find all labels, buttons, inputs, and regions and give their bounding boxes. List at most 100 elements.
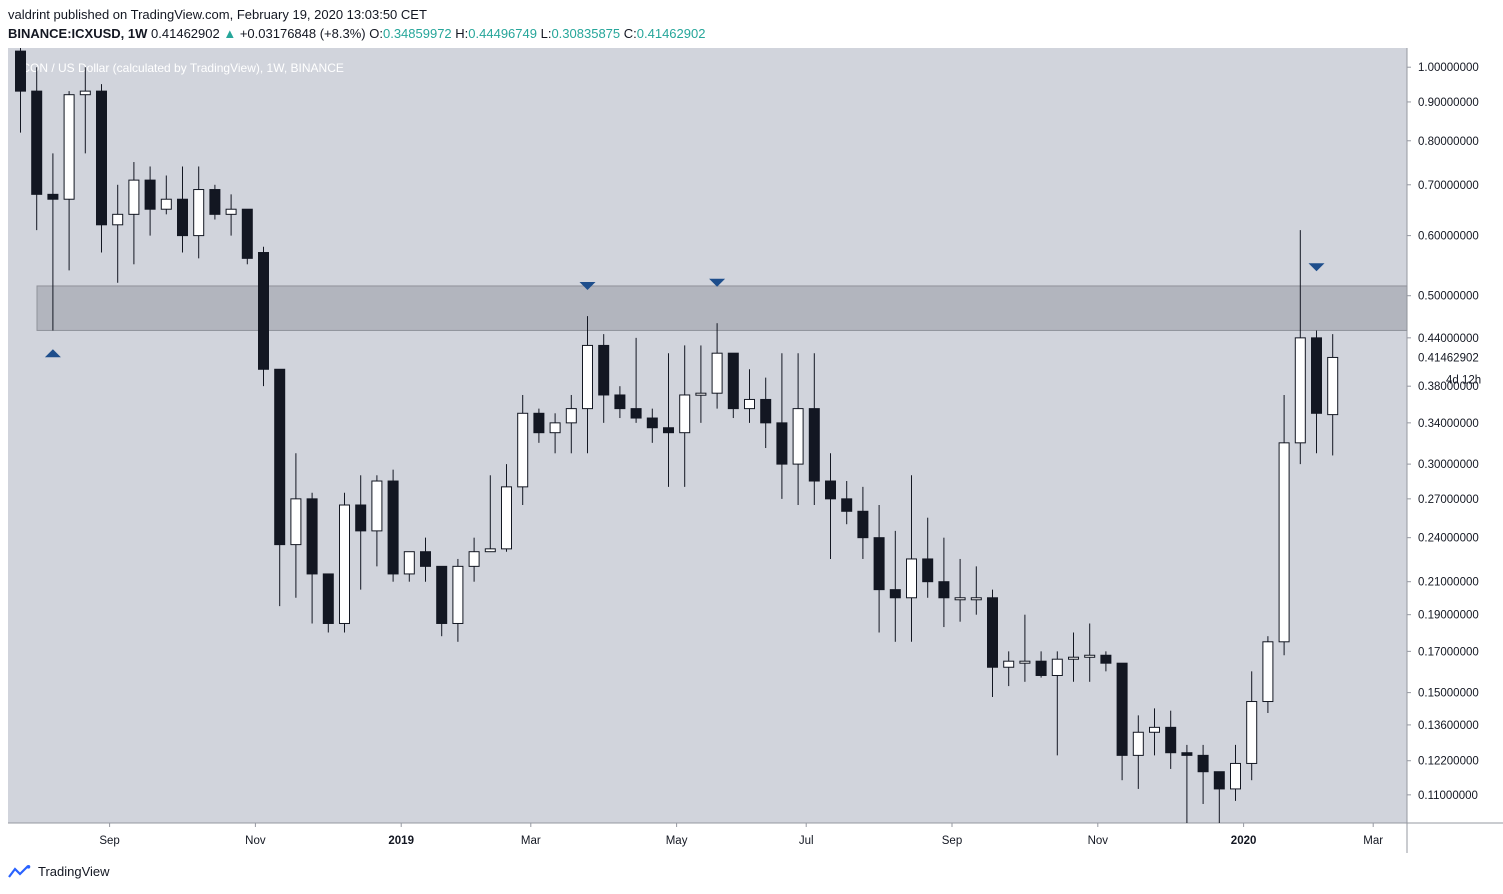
candle[interactable] <box>1100 651 1112 672</box>
candle[interactable] <box>1262 636 1274 714</box>
price-axis[interactable] <box>1407 48 1503 823</box>
candle-body <box>274 368 286 546</box>
close-label: C: <box>623 26 637 41</box>
candle[interactable] <box>987 589 998 698</box>
candle[interactable] <box>873 505 885 633</box>
candle[interactable] <box>906 475 917 642</box>
candle[interactable] <box>1230 744 1241 801</box>
candle[interactable] <box>403 551 415 582</box>
candle[interactable] <box>1246 671 1258 781</box>
candle[interactable] <box>160 175 172 215</box>
candle[interactable] <box>274 368 286 607</box>
candle[interactable] <box>663 353 674 487</box>
symbol[interactable]: BINANCE:ICXUSD, 1W <box>8 26 148 41</box>
candle[interactable] <box>679 345 691 487</box>
candle[interactable] <box>1327 334 1339 456</box>
candle[interactable] <box>452 558 464 642</box>
candle[interactable] <box>922 517 934 598</box>
candle[interactable] <box>371 475 383 567</box>
candle[interactable] <box>144 166 156 236</box>
candle[interactable] <box>889 530 901 642</box>
candle[interactable] <box>484 475 496 553</box>
candle[interactable] <box>241 208 253 265</box>
candle[interactable] <box>1294 230 1306 465</box>
low-value: 0.30835875 <box>551 26 621 41</box>
plot-area[interactable] <box>8 48 1407 823</box>
candle[interactable] <box>1035 651 1047 678</box>
candle-body <box>96 90 107 226</box>
candle[interactable] <box>468 537 480 582</box>
candle[interactable] <box>841 481 853 525</box>
candle[interactable] <box>128 162 140 265</box>
candle[interactable] <box>646 408 658 443</box>
candle[interactable] <box>1149 708 1160 756</box>
candle[interactable] <box>1084 623 1096 682</box>
candle[interactable] <box>1165 710 1177 769</box>
candle[interactable] <box>193 166 205 259</box>
price-tick-label: 0.80000000 <box>1418 136 1479 148</box>
candle[interactable] <box>1311 330 1322 454</box>
candle[interactable] <box>177 166 188 253</box>
price-tick-label: 0.34000000 <box>1418 418 1479 430</box>
candle[interactable] <box>970 566 982 615</box>
candle[interactable] <box>533 408 545 443</box>
candle[interactable] <box>387 469 399 582</box>
candle[interactable] <box>938 537 950 628</box>
candle[interactable] <box>1003 651 1015 687</box>
candle[interactable] <box>711 323 723 409</box>
candle[interactable] <box>808 353 820 506</box>
candle[interactable] <box>517 394 529 506</box>
candle[interactable] <box>47 153 59 331</box>
candle[interactable] <box>63 91 75 271</box>
brand-logo[interactable]: TradingView <box>8 864 110 879</box>
candle[interactable] <box>792 353 804 506</box>
candle[interactable] <box>1116 662 1128 781</box>
candle[interactable] <box>1019 614 1031 682</box>
candle[interactable] <box>760 377 772 449</box>
candle[interactable] <box>225 194 237 236</box>
candle[interactable] <box>31 67 43 231</box>
candle[interactable] <box>825 453 836 559</box>
candle[interactable] <box>727 352 739 419</box>
candle[interactable] <box>582 316 593 454</box>
candle[interactable] <box>549 413 561 454</box>
candle[interactable] <box>1068 632 1079 682</box>
candle[interactable] <box>112 184 124 283</box>
candle[interactable] <box>1181 744 1193 823</box>
candle-body <box>420 551 431 567</box>
arrow-down-marker <box>579 281 596 290</box>
candle[interactable] <box>339 492 350 633</box>
candle[interactable] <box>1132 715 1144 789</box>
candle-body <box>582 344 593 410</box>
candle[interactable] <box>355 475 367 590</box>
candle[interactable] <box>954 558 966 622</box>
brand-name: TradingView <box>38 864 110 879</box>
candle[interactable] <box>322 573 334 633</box>
candle[interactable] <box>614 386 626 419</box>
candle[interactable] <box>79 67 91 154</box>
candle[interactable] <box>290 453 302 598</box>
candle[interactable] <box>1197 744 1209 804</box>
candle[interactable] <box>209 184 221 220</box>
candle[interactable] <box>1278 394 1290 656</box>
candle[interactable] <box>258 246 269 387</box>
resistance-zone[interactable] <box>36 285 1408 331</box>
candle[interactable] <box>15 48 26 133</box>
candle[interactable] <box>501 464 512 552</box>
candle[interactable] <box>1213 771 1225 823</box>
candle[interactable] <box>695 345 707 423</box>
candle[interactable] <box>565 394 577 454</box>
candle[interactable] <box>306 492 318 624</box>
candle-body <box>339 504 350 624</box>
candle[interactable] <box>630 337 642 423</box>
candle[interactable] <box>436 565 448 637</box>
candle[interactable] <box>1051 651 1063 756</box>
candle-body <box>501 486 512 550</box>
candle[interactable] <box>598 334 610 423</box>
candle[interactable] <box>857 486 869 559</box>
candle[interactable] <box>744 369 755 423</box>
candle[interactable] <box>96 84 107 253</box>
candle[interactable] <box>776 353 788 499</box>
candle[interactable] <box>420 537 431 582</box>
